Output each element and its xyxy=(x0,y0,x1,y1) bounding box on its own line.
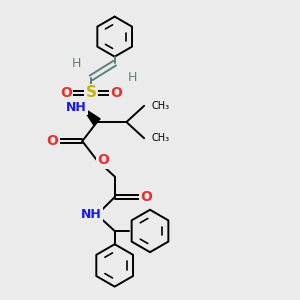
Text: O: O xyxy=(60,85,72,100)
Text: H: H xyxy=(72,57,81,70)
Text: O: O xyxy=(140,190,152,204)
Text: O: O xyxy=(97,153,109,167)
Text: CH₃: CH₃ xyxy=(152,133,169,143)
Text: H: H xyxy=(128,71,137,84)
Polygon shape xyxy=(82,107,100,125)
Text: NH: NH xyxy=(66,101,87,114)
Text: CH₃: CH₃ xyxy=(152,101,169,111)
Text: NH: NH xyxy=(81,208,101,221)
Text: S: S xyxy=(85,85,97,100)
Text: O: O xyxy=(46,134,58,148)
Text: O: O xyxy=(110,85,122,100)
